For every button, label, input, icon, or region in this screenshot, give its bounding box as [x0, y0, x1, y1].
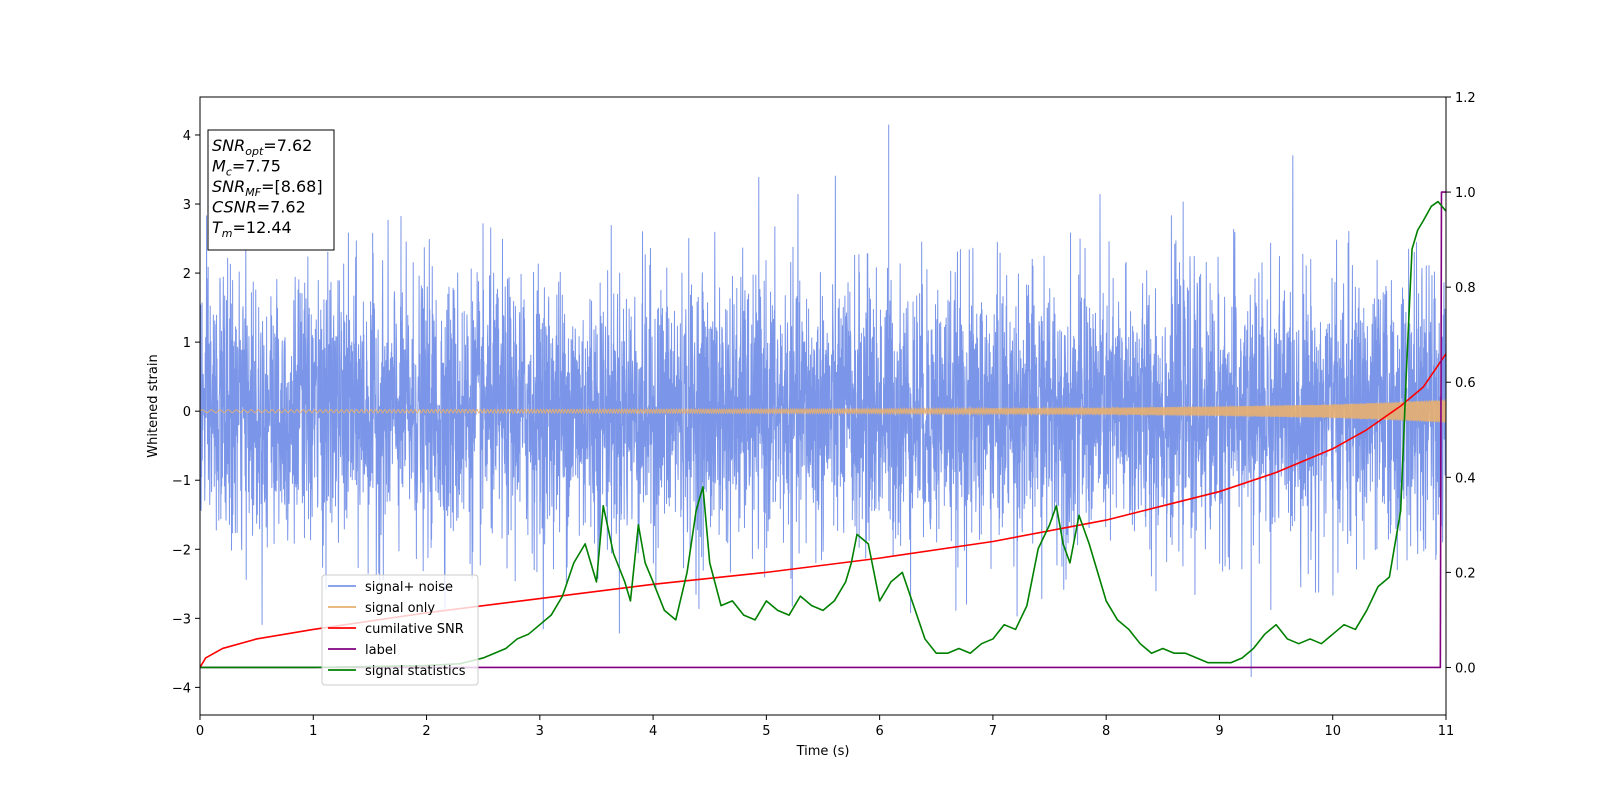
legend-label-label: label — [365, 643, 396, 658]
y-right-tick-label: 0.4 — [1455, 471, 1476, 486]
annotation-box: SNRopt=7.62Mc=7.75SNRMF=[8.68]CSNR=7.62T… — [207, 129, 335, 251]
axis-ticks: 0 1 2 3 4 5 6 7 8 9 10 11 −4 −3 −2 −1 0 1 2 3 4 0.0 0.2 0.4 0.6 0… — [172, 91, 1476, 739]
series-signal-statistics-line — [200, 200, 1446, 669]
y-tick-label: −3 — [172, 612, 191, 627]
y-tick-label: 0 — [183, 405, 191, 420]
series-signal-noise-line — [200, 124, 1446, 678]
x-tick-label: 1 — [309, 724, 317, 739]
x-tick-label: 8 — [1102, 724, 1110, 739]
y-right-tick-label: 0.2 — [1455, 566, 1476, 581]
y-right-tick-label: 1.2 — [1455, 91, 1476, 106]
y-tick-label: −1 — [172, 474, 191, 489]
y-tick-label: 1 — [183, 336, 191, 351]
x-tick-label: 6 — [875, 724, 883, 739]
y-right-tick-label: 0.0 — [1455, 661, 1476, 676]
y-axis-label: Whitened strain — [146, 354, 161, 457]
y-right-tick-label: 0.6 — [1455, 376, 1476, 391]
x-tick-label: 3 — [536, 724, 544, 739]
annotation-line: Mc=7.75 — [212, 157, 281, 179]
y-right-tick-label: 1.0 — [1455, 186, 1476, 201]
x-tick-label: 11 — [1438, 724, 1455, 739]
annotation-line: SNRMF=[8.68] — [212, 177, 323, 199]
plot-area — [200, 124, 1446, 678]
x-tick-label: 7 — [989, 724, 997, 739]
axes-frame — [199, 96, 1447, 716]
series-label-line — [200, 191, 1446, 669]
series-cumilative-snr-line — [200, 353, 1446, 668]
annotation-line: CSNR=7.62 — [212, 198, 306, 217]
legend-label-signal-noise: signal+ noise — [365, 580, 453, 595]
x-tick-label: 5 — [762, 724, 770, 739]
x-tick-label: 9 — [1215, 724, 1223, 739]
legend-label-signal-statistics: signal statistics — [365, 664, 466, 679]
y-tick-label: 3 — [183, 198, 191, 213]
x-tick-label: 4 — [649, 724, 657, 739]
legend-frame — [321, 574, 479, 686]
annotation-line: Tm=12.44 — [212, 218, 292, 240]
y-tick-label: −4 — [172, 681, 191, 696]
x-tick-label: 0 — [196, 724, 204, 739]
legend: signal+ noise signal only cumilative SNR la… — [321, 574, 479, 686]
y-right-tick-label: 0.8 — [1455, 281, 1476, 296]
y-tick-label: 2 — [183, 267, 191, 282]
series-signal-only-line — [200, 399, 1446, 423]
legend-label-signal-only: signal only — [365, 601, 435, 616]
x-tick-label: 10 — [1324, 724, 1341, 739]
plot-clip-group — [200, 124, 1446, 678]
y-tick-label: 4 — [183, 129, 191, 144]
annotation-line: SNRopt=7.62 — [212, 136, 312, 158]
x-axis-label: Time (s) — [796, 744, 850, 759]
x-tick-label: 2 — [422, 724, 430, 739]
y-tick-label: −2 — [172, 543, 191, 558]
legend-label-cumilative-snr: cumilative SNR — [365, 622, 464, 637]
annotation-frame — [207, 129, 335, 251]
